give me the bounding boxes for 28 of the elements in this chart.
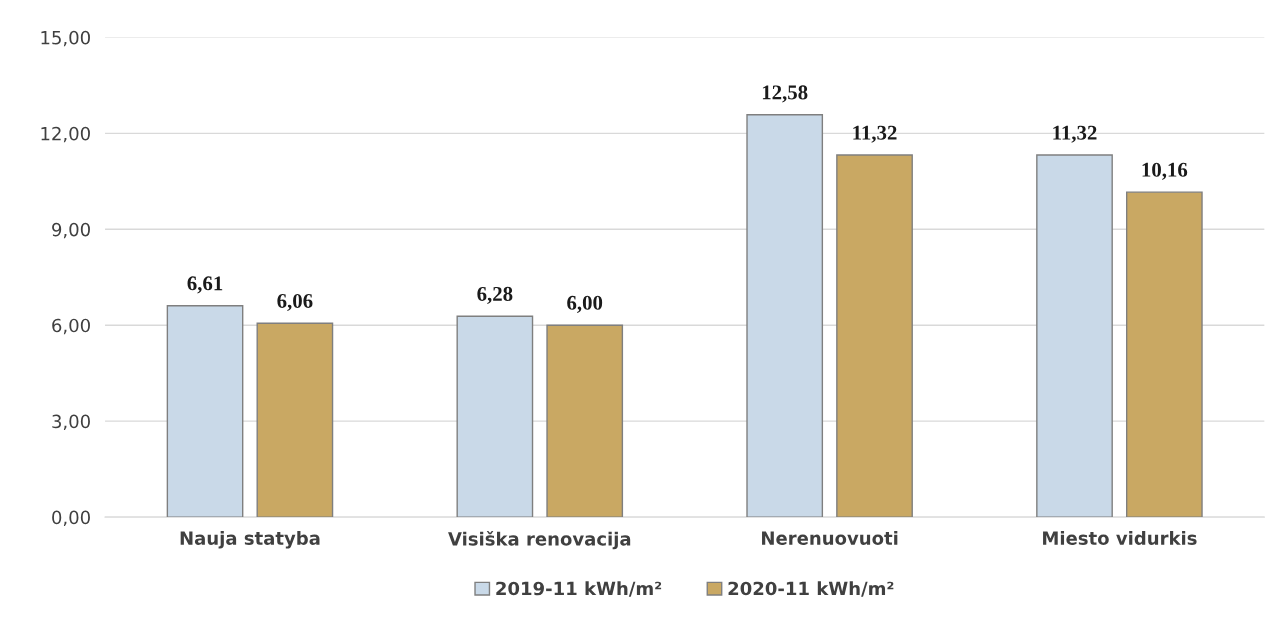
x-tick-label: Visiška renovacija — [448, 530, 631, 550]
bar — [746, 114, 824, 518]
data-label: 6,00 — [567, 295, 603, 313]
legend-label: 2019-11 kWh/m² — [496, 581, 662, 597]
y-tick-label: 9,00 — [52, 222, 90, 239]
y-tick-label: 15,00 — [41, 30, 90, 47]
bar — [546, 324, 624, 518]
x-tick-label: Nerenuovuoti — [762, 530, 898, 545]
legend-label: 2020-11 kWh/m² — [728, 581, 894, 597]
bar — [836, 154, 913, 518]
data-label: 10,16 — [1142, 162, 1188, 180]
data-label: 12,58 — [762, 85, 808, 103]
x-tick-label: Nauja statyba — [180, 530, 320, 549]
bar — [166, 305, 244, 518]
x-tick-label: Miesto vidurkis — [1043, 530, 1197, 545]
y-tick-label: 3,00 — [52, 414, 90, 431]
bar — [256, 322, 334, 518]
bar — [1036, 154, 1113, 518]
data-label: 11,32 — [1053, 125, 1097, 143]
data-label: 11,32 — [853, 125, 897, 143]
data-label: 6,06 — [277, 293, 313, 311]
bar — [456, 315, 534, 518]
y-tick-label: 0,00 — [52, 510, 90, 527]
data-label: 6,28 — [477, 286, 513, 304]
bar — [1125, 191, 1203, 518]
data-label: 6,61 — [187, 276, 223, 294]
y-tick-label: 12,00 — [41, 126, 90, 143]
y-tick-label: 6,00 — [52, 318, 90, 335]
